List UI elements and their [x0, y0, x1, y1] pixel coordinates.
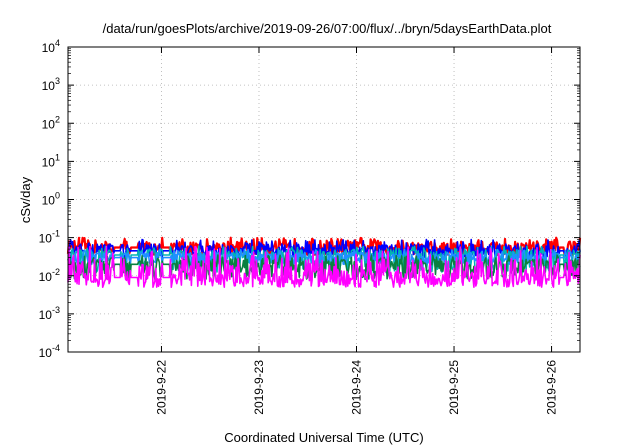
series-layer — [66, 236, 582, 288]
y-tick-label: 10-2 — [39, 267, 60, 284]
x-tick-label: 2019-9-23 — [252, 360, 266, 415]
x-tick-label: 2019-9-22 — [154, 360, 168, 415]
chart-title: /data/run/goesPlots/archive/2019-09-26/0… — [103, 21, 552, 36]
y-tick-label: 101 — [42, 152, 60, 169]
y-tick-label: 103 — [42, 76, 60, 93]
y-tick-label: 10-4 — [39, 343, 60, 360]
y-tick-label: 10-1 — [39, 229, 60, 246]
series-line — [67, 254, 581, 281]
grid-lines — [68, 47, 580, 352]
x-axis-label: Coordinated Universal Time (UTC) — [224, 430, 423, 445]
y-tick-label: 104 — [42, 38, 60, 55]
series-line — [67, 245, 581, 288]
y-tick-label: 100 — [42, 191, 60, 208]
y-axis-label: cSv/day — [18, 176, 33, 223]
x-tick-label: 2019-9-25 — [447, 360, 461, 415]
ticks: 10-4 10-3 10-2 10-1 100 101 102 103 104 2019-9-22… — [39, 38, 580, 415]
y-tick-label: 10-3 — [39, 305, 60, 322]
y-tick-label: 102 — [42, 114, 60, 131]
x-tick-label: 2019-9-26 — [545, 360, 559, 415]
x-tick-label: 2019-9-24 — [350, 360, 364, 415]
